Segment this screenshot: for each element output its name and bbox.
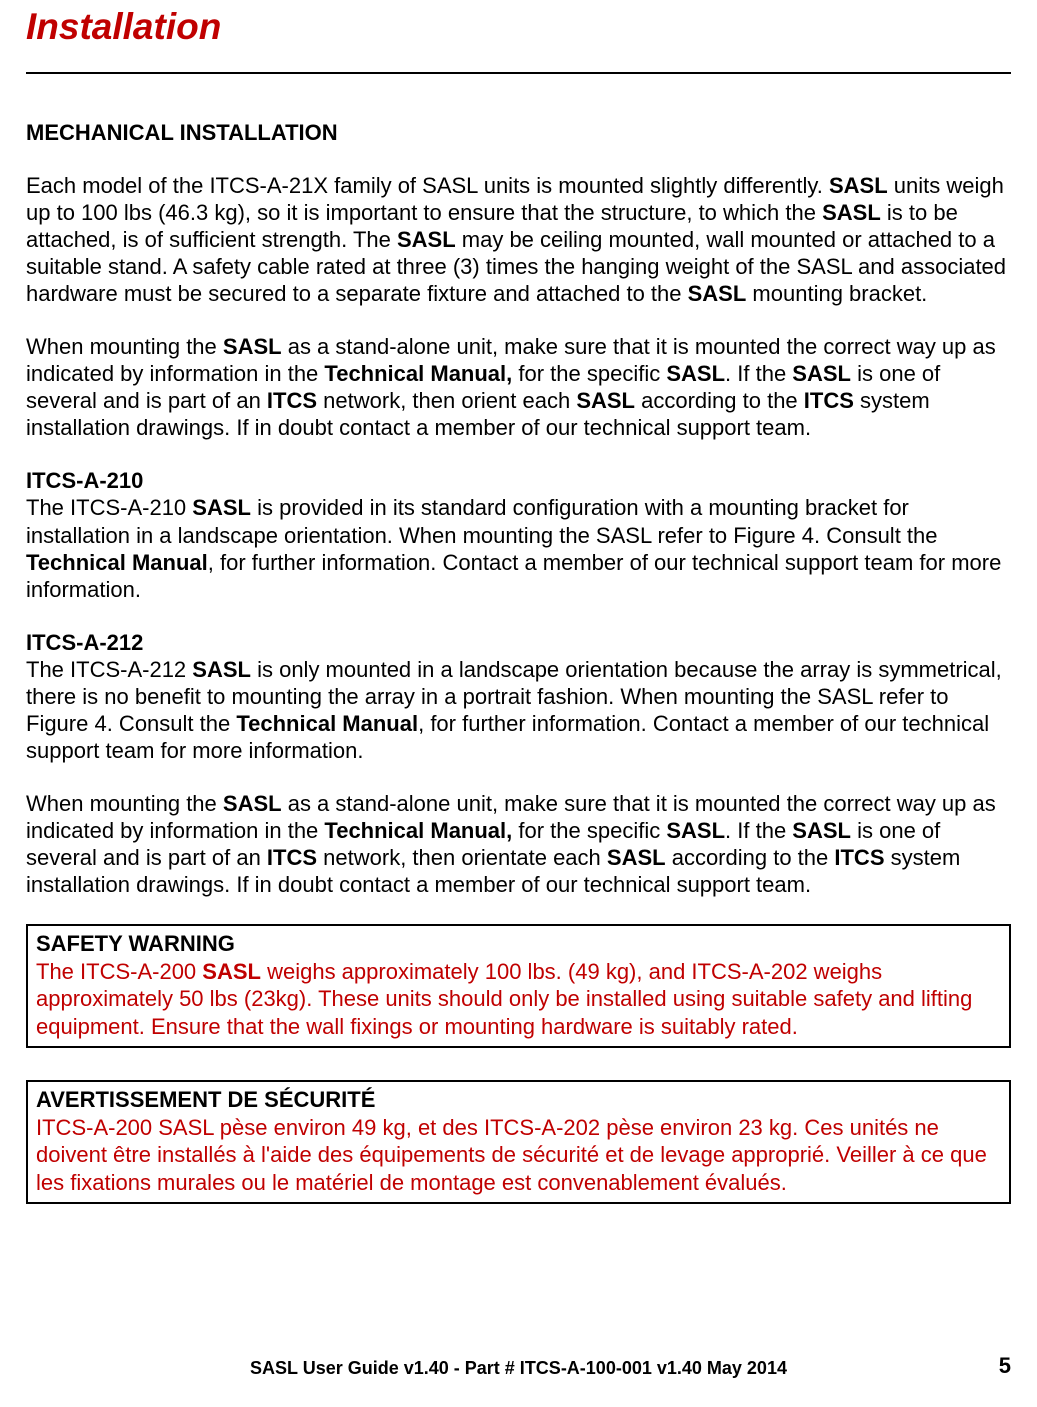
text: for the specific	[512, 361, 666, 386]
text-bold: SASL	[223, 334, 282, 359]
paragraph-mounting-1: When mounting the SASL as a stand-alone …	[26, 333, 1011, 441]
text-bold: ITCS	[267, 388, 317, 413]
text: The ITCS-A-210	[26, 495, 192, 520]
text-bold: SASL	[607, 845, 666, 870]
text: When mounting the	[26, 791, 223, 816]
paragraph-mounting-2: When mounting the SASL as a stand-alone …	[26, 790, 1011, 898]
text: . If the	[725, 818, 792, 843]
divider	[26, 72, 1011, 74]
text-bold: SASL	[829, 173, 888, 198]
text-bold: SASL	[792, 818, 851, 843]
text: according to the	[635, 388, 804, 413]
text-bold: Technical Manual,	[324, 361, 512, 386]
text: network, then orient each	[317, 388, 576, 413]
text: . If the	[725, 361, 792, 386]
text-bold: Technical Manual	[236, 711, 418, 736]
text: mounting bracket.	[746, 281, 927, 306]
text-bold: SASL	[192, 657, 251, 682]
page: Installation MECHANICAL INSTALLATION Eac…	[0, 0, 1037, 1407]
page-number: 5	[999, 1353, 1011, 1379]
text-bold: SASL	[576, 388, 635, 413]
text: according to the	[666, 845, 835, 870]
footer-text: SASL User Guide v1.40 - Part # ITCS-A-10…	[26, 1358, 1011, 1379]
text: When mounting the	[26, 334, 223, 359]
sub-heading-212: ITCS-A-212	[26, 629, 1011, 656]
warning-box-fr: AVERTISSEMENT DE SÉCURITÉ ITCS-A-200 SAS…	[26, 1080, 1011, 1204]
paragraph-itcs-a-210: ITCS-A-210 The ITCS-A-210 SASL is provid…	[26, 467, 1011, 602]
text: The ITCS-A-212	[26, 657, 192, 682]
warning-box-en: SAFETY WARNING The ITCS-A-200 SASL weigh…	[26, 924, 1011, 1048]
text: Each model of the ITCS-A-21X family of S…	[26, 173, 829, 198]
text-bold: SASL	[192, 495, 251, 520]
paragraph-intro: Each model of the ITCS-A-21X family of S…	[26, 172, 1011, 307]
text-bold: SASL	[397, 227, 456, 252]
sub-heading-210: ITCS-A-210	[26, 467, 1011, 494]
text-bold: SASL	[822, 200, 881, 225]
text-bold: SASL	[223, 791, 282, 816]
text-bold: ITCS	[267, 845, 317, 870]
page-title: Installation	[26, 0, 1011, 72]
page-footer: SASL User Guide v1.40 - Part # ITCS-A-10…	[26, 1358, 1011, 1379]
warning-body-fr: ITCS-A-200 SASL pèse environ 49 kg, et d…	[36, 1114, 1001, 1197]
text-bold: SASL	[688, 281, 747, 306]
text-bold: SASL	[202, 959, 261, 984]
warning-title-en: SAFETY WARNING	[36, 930, 1001, 958]
section-heading-mechanical: MECHANICAL INSTALLATION	[26, 120, 1011, 146]
text-bold: SASL	[666, 361, 725, 386]
text-bold: ITCS	[804, 388, 854, 413]
text-bold: Technical Manual,	[324, 818, 512, 843]
text-bold: Technical Manual	[26, 550, 208, 575]
warning-body-en: The ITCS-A-200 SASL weighs approximately…	[36, 958, 1001, 1041]
paragraph-itcs-a-212: ITCS-A-212 The ITCS-A-212 SASL is only m…	[26, 629, 1011, 764]
text-bold: SASL	[792, 361, 851, 386]
text: network, then orientate each	[317, 845, 607, 870]
warning-title-fr: AVERTISSEMENT DE SÉCURITÉ	[36, 1086, 1001, 1114]
text: The ITCS-A-200	[36, 959, 202, 984]
text: for the specific	[512, 818, 666, 843]
text-bold: SASL	[666, 818, 725, 843]
text-bold: ITCS	[834, 845, 884, 870]
